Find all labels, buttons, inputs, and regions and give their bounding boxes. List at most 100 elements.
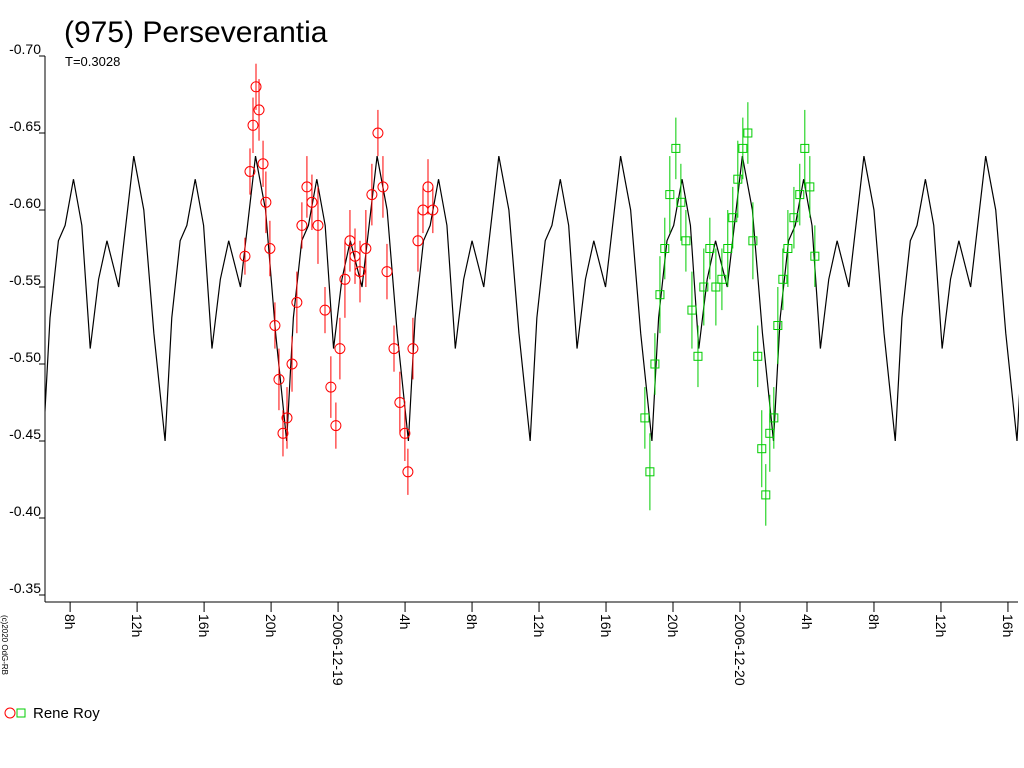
data-point (412, 235, 424, 247)
data-point (728, 213, 738, 223)
data-point (277, 427, 289, 439)
data-point (250, 81, 262, 93)
data-point (273, 373, 285, 385)
data-point (296, 219, 308, 231)
x-tick-label: 20h (665, 614, 681, 637)
data-point (681, 236, 691, 246)
chart-subtitle: T=0.3028 (65, 54, 120, 69)
data-point (738, 143, 748, 153)
data-point (748, 236, 758, 246)
data-point (773, 321, 783, 330)
data-point (645, 467, 655, 477)
data-point (723, 244, 733, 253)
data-point (665, 190, 675, 200)
data-point (705, 244, 715, 253)
data-point (399, 427, 411, 439)
data-point (291, 296, 303, 308)
x-tick-label: 8h (866, 614, 882, 630)
data-point (334, 343, 346, 355)
data-point (699, 282, 709, 292)
data-point (778, 274, 788, 284)
x-tick-label: 4h (799, 614, 815, 630)
data-point (671, 143, 681, 153)
data-point (388, 343, 400, 355)
data-point (407, 343, 419, 355)
x-tick-label: 12h (933, 614, 949, 637)
data-point (640, 413, 650, 423)
data-point (281, 412, 293, 424)
data-point (769, 413, 779, 423)
data-point (257, 158, 269, 170)
x-tick-label: 8h (62, 614, 78, 630)
data-point (330, 420, 342, 432)
y-tick-label: -0.35 (9, 580, 41, 596)
data-point (244, 166, 256, 177)
data-point (650, 359, 660, 369)
data-point (394, 397, 406, 408)
x-tick-label: 16h (1000, 614, 1016, 637)
x-tick-label: 2006-12-19 (330, 614, 346, 686)
data-point (687, 305, 697, 315)
y-tick-label: -0.45 (9, 426, 41, 442)
data-point (693, 351, 703, 361)
x-tick-label: 16h (598, 614, 614, 637)
data-point (372, 127, 384, 139)
x-tick-label: 4h (397, 614, 413, 630)
y-tick-label: -0.50 (9, 349, 41, 365)
data-point (753, 351, 763, 361)
legend-label: Rene Roy (33, 705, 100, 722)
y-tick-label: -0.55 (9, 272, 41, 288)
data-point (247, 119, 259, 131)
data-point (377, 181, 389, 193)
y-tick-label: -0.70 (9, 41, 41, 57)
data-point (733, 174, 743, 184)
data-point (286, 358, 298, 370)
data-point (717, 274, 727, 284)
data-point (253, 104, 265, 116)
x-tick-label: 8h (464, 614, 480, 630)
data-point (789, 213, 799, 223)
data-point (269, 320, 281, 331)
data-point (795, 190, 805, 200)
data-point (810, 251, 820, 261)
data-point (381, 266, 393, 278)
data-point (260, 196, 272, 208)
data-point (743, 128, 753, 138)
data-point (402, 466, 414, 478)
legend-symbol (4, 707, 16, 719)
data-point (783, 244, 793, 253)
data-point (312, 219, 324, 231)
plot-area (45, 63, 1019, 526)
data-point (360, 243, 372, 254)
data-point (319, 304, 331, 316)
data-point (805, 182, 815, 192)
data-point (427, 204, 439, 216)
x-tick-label: 20h (263, 614, 279, 637)
y-tick-label: -0.40 (9, 503, 41, 519)
data-point (339, 273, 351, 285)
data-point (800, 143, 810, 153)
legend-symbol (16, 708, 26, 718)
x-tick-label: 12h (531, 614, 547, 637)
data-point (711, 282, 721, 292)
data-point (325, 381, 337, 393)
data-point (306, 196, 318, 208)
x-tick-label: 2006-12-20 (732, 614, 748, 686)
data-point (676, 197, 686, 207)
data-point (655, 290, 665, 300)
data-point (354, 266, 366, 278)
data-point (761, 490, 771, 500)
y-tick-label: -0.60 (9, 195, 41, 211)
data-point (264, 243, 276, 254)
data-point (366, 189, 378, 201)
chart-title: (975) Perseverantia (64, 16, 328, 49)
model-curve (45, 155, 1019, 442)
credit: (c)2020 OdG-RB (0, 615, 9, 675)
data-point (660, 244, 670, 253)
data-point (239, 250, 251, 262)
x-tick-label: 12h (129, 614, 145, 637)
x-tick-label: 16h (196, 614, 212, 637)
data-point (757, 444, 767, 454)
y-tick-label: -0.65 (9, 118, 41, 134)
